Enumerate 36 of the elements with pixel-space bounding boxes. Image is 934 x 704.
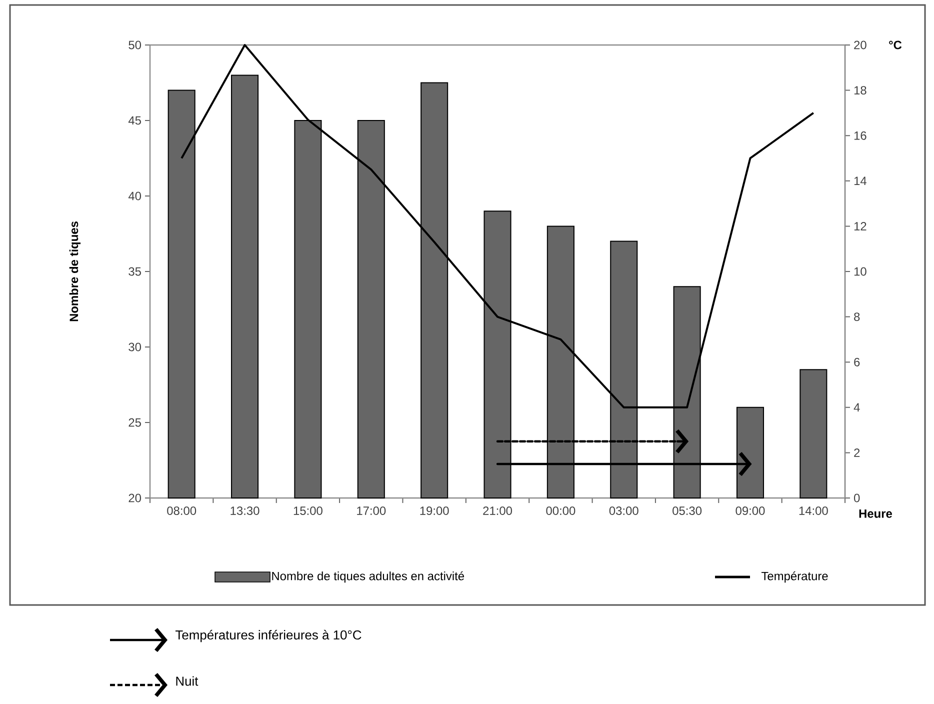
y-tick-label: 30	[128, 342, 142, 352]
x-tick-label: 09:00	[736, 506, 765, 515]
y2-tick-label: 10	[854, 267, 866, 276]
y-tick-label: 25	[128, 418, 141, 427]
x-tick-label: 00:00	[546, 506, 576, 515]
x-tick-label: 17:00	[357, 506, 386, 515]
legend-label: Nombre de tiques adultes en activité	[272, 571, 464, 583]
legend-label: Température	[761, 571, 828, 583]
y-tick-label: 50	[128, 40, 142, 50]
x-tick-label: 03:00	[609, 506, 638, 515]
y2-tick-label: 20	[854, 40, 866, 50]
y2-tick-label: 18	[854, 86, 866, 95]
x-tick-label: 15:00	[294, 506, 322, 515]
x-tick-label: 08:00	[167, 506, 196, 515]
y2-tick-label: 6	[854, 358, 860, 366]
x-tick-label: 19:00	[420, 506, 449, 515]
y2-tick-label: 0	[854, 494, 860, 502]
legend-label: Nuit	[176, 676, 198, 686]
y-tick-label: 45	[128, 116, 141, 125]
x-tick-label: 13:30	[230, 506, 260, 515]
y-tick-label: 20	[128, 494, 142, 502]
y-tick-label: 35	[128, 267, 141, 276]
x-tick-label: 05:30	[672, 506, 702, 515]
y2-tick-label: 14	[854, 176, 866, 186]
y2-tick-label: 4	[854, 403, 860, 412]
y-axis-title: Nombre de tiques	[69, 222, 81, 322]
x-axis-title: Heure	[859, 510, 892, 518]
y-tick-label: 40	[128, 192, 142, 200]
y2-tick-label: 16	[854, 131, 866, 140]
y2-tick-label: 2	[854, 448, 860, 457]
y2-tick-label: 12	[854, 222, 866, 230]
x-tick-label: 14:00	[799, 506, 828, 515]
legend-label: Températures inférieures à 10°C	[176, 630, 362, 642]
y2-tick-label: 8	[854, 312, 860, 322]
x-tick-label: 21:00	[483, 506, 512, 515]
y2-axis-title: °C	[889, 40, 902, 50]
